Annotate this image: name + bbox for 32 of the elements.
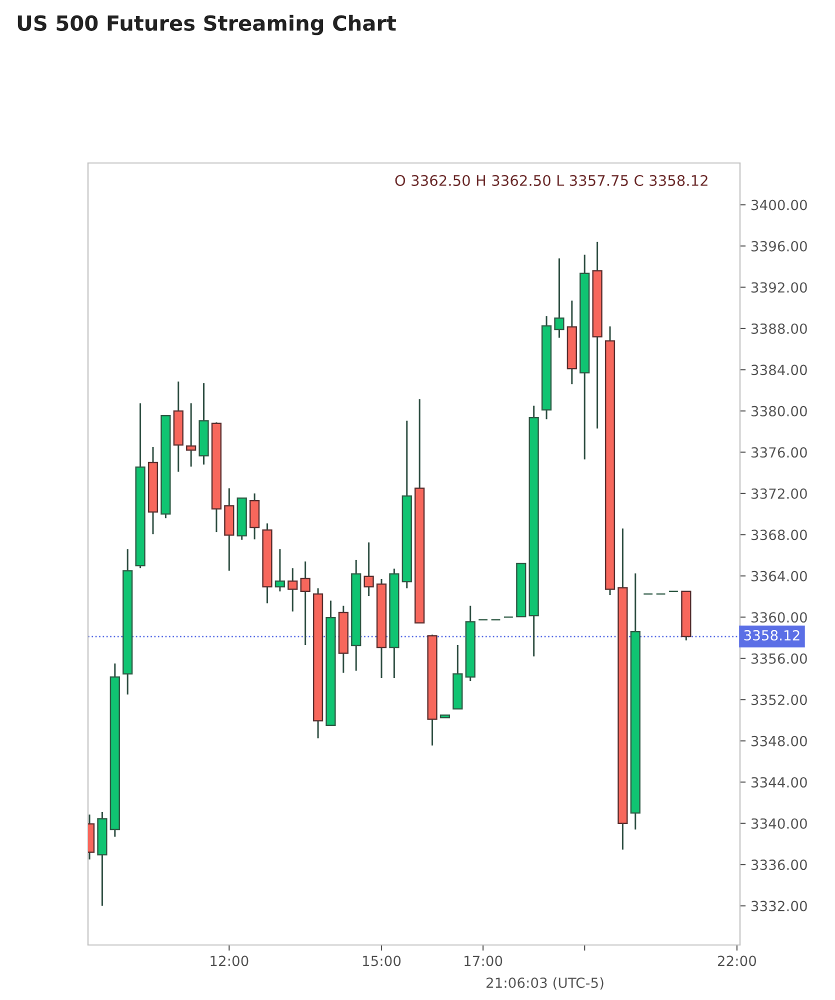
- y-tick-label: 3380.00: [751, 406, 807, 416]
- candlestick: [274, 548, 286, 592]
- y-tick-label: 3364.00: [751, 570, 807, 582]
- y-tick-label: 3352.00: [751, 694, 807, 706]
- y-tick-label: 3388.00: [751, 323, 807, 334]
- y-tick-label: 3336.00: [751, 860, 807, 870]
- annotation: O 3362.50 H 3362.50 L 3357.75 C 3358.12: [395, 174, 708, 186]
- y-tick-label: 3332.00: [751, 900, 807, 912]
- y-tick-label: 3356.00: [751, 653, 807, 664]
- chart-title: US 500 Futures Streaming Chart: [18, 14, 396, 36]
- y-tick-label: 3344.00: [751, 777, 807, 788]
- y-tick-label: 3376.00: [751, 447, 807, 458]
- text: 21:06:03 (UTC-5): [486, 977, 604, 990]
- y-tick-label: 3392.00: [751, 282, 807, 293]
- y-tick-label: 3400.00: [751, 200, 807, 210]
- candlestick: [364, 542, 374, 597]
- y-tick-label: 3384.00: [751, 364, 807, 376]
- ref-line-label: 3358.12: [744, 630, 800, 641]
- y-tick-label: 3372.00: [751, 488, 807, 499]
- candlestick: [554, 258, 564, 339]
- x-tick-label: 17:00: [464, 956, 502, 966]
- y-tick-label: 3368.00: [751, 530, 807, 540]
- y-tick-label: 3396.00: [751, 240, 807, 252]
- x-tick-label: 22:00: [718, 956, 756, 966]
- y-tick-label: 3348.00: [751, 736, 807, 746]
- candlestick: [300, 560, 310, 646]
- candlestick: [186, 402, 196, 468]
- y-tick-label: 3340.00: [751, 818, 807, 829]
- y-tick-label: 3360.00: [751, 612, 807, 623]
- x-tick-label: 15:00: [363, 956, 401, 966]
- candlestick: [288, 567, 298, 612]
- x-tick-label: 12:00: [210, 956, 248, 966]
